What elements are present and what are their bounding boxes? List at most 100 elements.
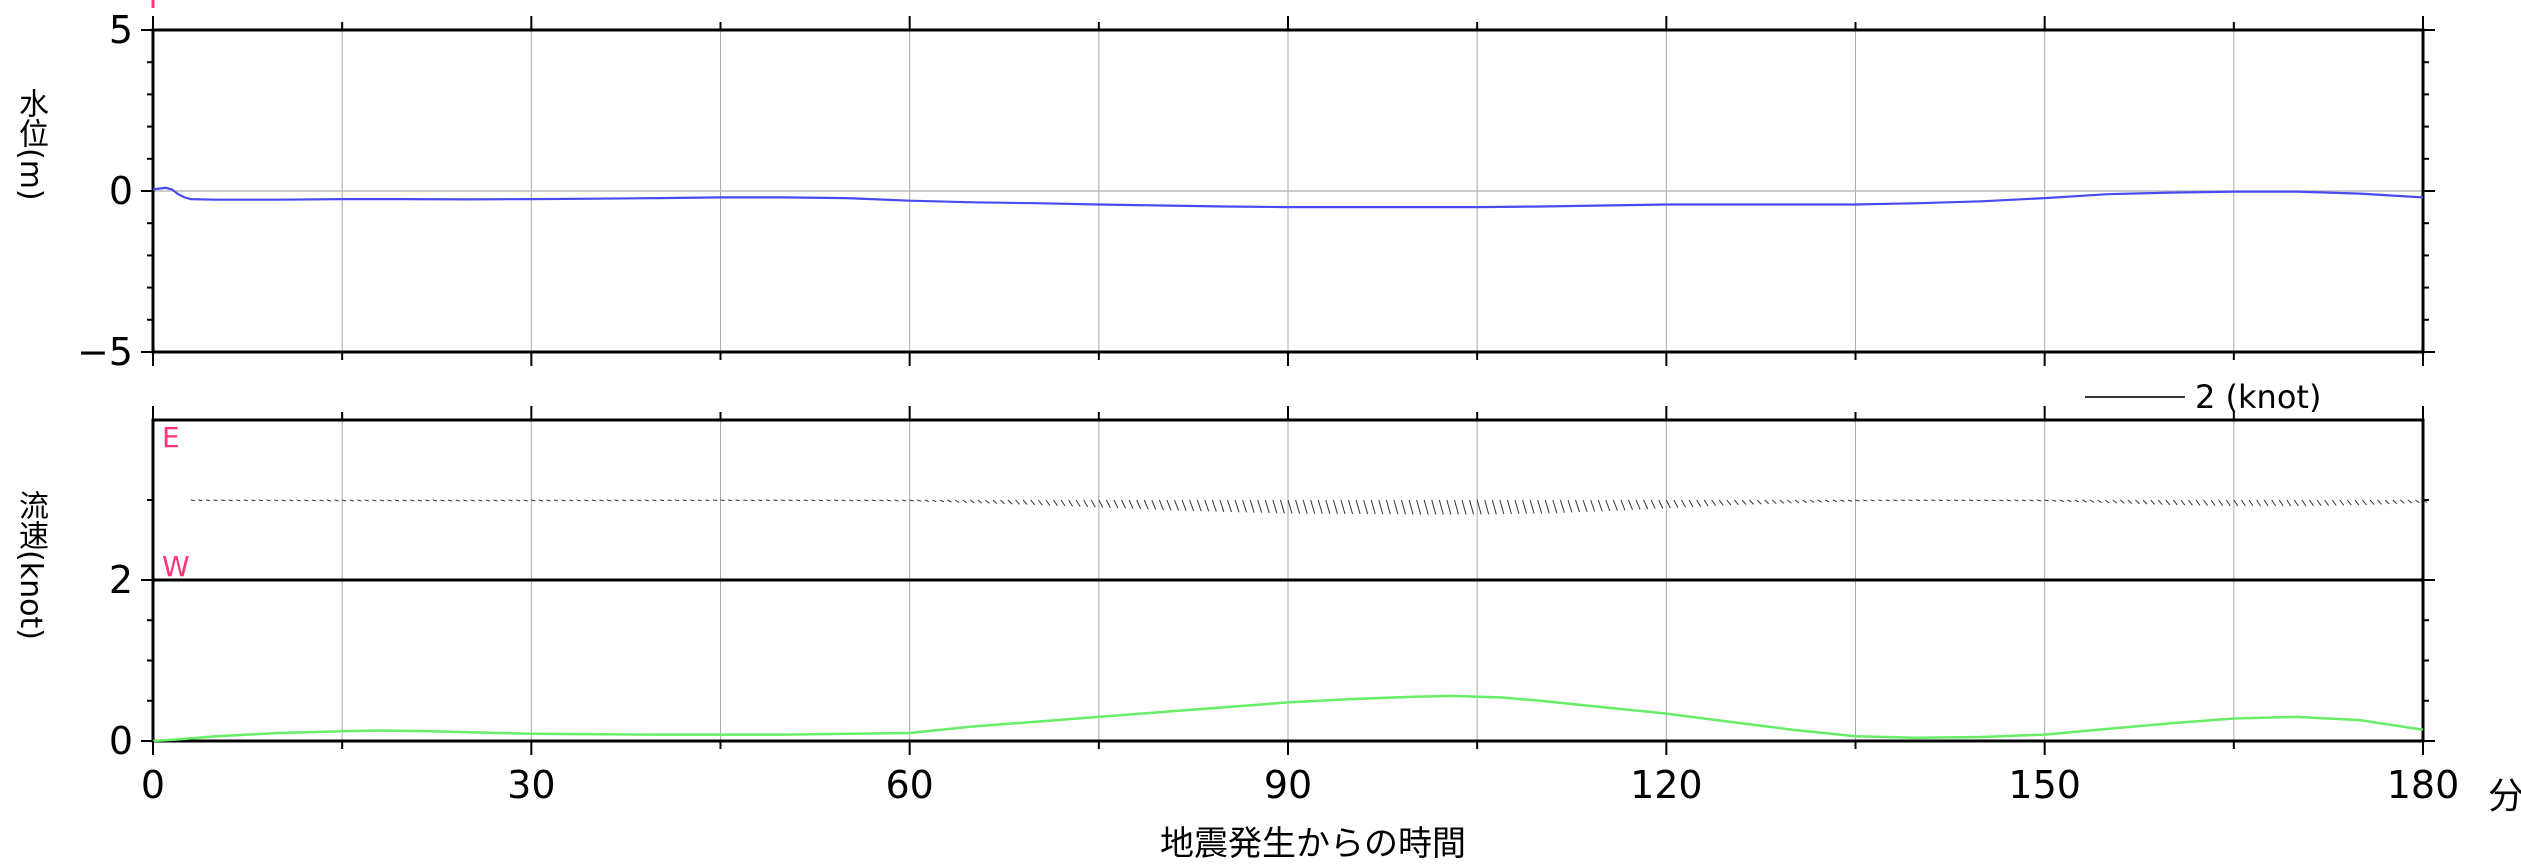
current-vector-stick: [1090, 499, 1096, 508]
current-vector-stick: [765, 499, 770, 502]
current-vector-stick: [1529, 499, 1535, 514]
current-vector-stick: [357, 499, 362, 502]
current-vector-stick: [2309, 499, 2314, 507]
current-vector-stick: [2415, 499, 2420, 504]
x-tick-label: 120: [1630, 763, 1703, 807]
current-vector-stick: [682, 499, 687, 502]
x-tick-label: 150: [2008, 763, 2081, 807]
current-vector-stick: [1355, 499, 1361, 515]
current-vector-stick: [743, 499, 748, 502]
current-vector-stick: [667, 499, 672, 502]
current-vector-stick: [387, 499, 392, 502]
current-vector-stick: [849, 499, 854, 502]
current-vector-stick: [364, 499, 369, 502]
current-vector-stick: [1650, 499, 1656, 509]
current-vector-stick: [788, 499, 793, 502]
current-vector-stick: [1007, 499, 1013, 505]
current-vector-stick: [803, 499, 808, 502]
current-vector-stick: [1105, 499, 1111, 509]
current-vector-stick: [402, 499, 407, 502]
current-vector-stick: [1128, 499, 1134, 509]
current-vector-stick: [614, 499, 619, 502]
current-vector-stick: [584, 499, 589, 502]
current-vector-stick: [1817, 499, 1822, 503]
current-vector-stick: [886, 499, 892, 502]
current-vector-stick: [349, 499, 354, 502]
current-vector-stick: [947, 499, 952, 503]
current-vector-stick: [1605, 499, 1611, 512]
current-vector-stick: [1242, 499, 1248, 513]
y-tick-label-speed: 0: [109, 719, 133, 763]
current-vector-stick: [236, 499, 241, 502]
current-vector-stick: [2369, 499, 2375, 505]
current-vector-stick: [1976, 499, 1981, 502]
current-vector-stick: [576, 499, 581, 502]
current-vector-stick: [1878, 499, 1883, 502]
current-vector-stick: [304, 499, 309, 502]
current-vector-stick: [523, 499, 528, 502]
water-level-axis-label: 水位(m): [13, 88, 48, 201]
current-vector-stick: [659, 499, 665, 502]
current-vector-stick: [2316, 499, 2322, 506]
current-vector-stick: [917, 499, 922, 502]
current-vector-stick: [1779, 499, 1785, 504]
current-vector-stick: [2104, 499, 2110, 504]
current-speed-axis-label: 流速(knot): [13, 490, 48, 640]
current-vector-stick: [1696, 499, 1702, 507]
current-vector-stick: [516, 499, 521, 502]
current-vector-stick: [1953, 499, 1958, 502]
current-vector-stick: [440, 499, 445, 502]
current-vector-stick: [977, 499, 983, 504]
current-vector-stick: [1000, 499, 1005, 505]
current-vector-stick: [1681, 499, 1686, 508]
current-vector-stick: [1522, 499, 1528, 514]
current-vector-stick: [1166, 499, 1172, 511]
current-vector-stick: [2392, 499, 2398, 505]
current-vector-stick: [1908, 499, 1913, 502]
current-vector-stick: [1984, 499, 1989, 502]
current-vector-stick: [470, 499, 475, 502]
current-vector-stick: [1332, 499, 1338, 514]
current-vector-stick: [1113, 499, 1119, 509]
current-vector-stick: [1612, 499, 1618, 511]
current-vector-stick: [1408, 499, 1414, 515]
current-vector-stick: [455, 499, 460, 502]
current-vector-stick: [2180, 499, 2186, 506]
current-vector-stick: [1718, 499, 1724, 506]
current-vector-stick: [2074, 499, 2080, 503]
current-vector-stick: [2377, 499, 2382, 505]
current-vector-stick: [2278, 499, 2284, 507]
current-vector-stick: [1726, 499, 1732, 506]
current-vector-stick: [243, 499, 248, 502]
current-vector-stick: [606, 499, 612, 502]
current-vector-stick: [1302, 499, 1308, 514]
x-tick-label: 90: [1264, 763, 1312, 807]
current-vector-stick: [1075, 499, 1081, 507]
x-unit-label: 分: [2488, 776, 2521, 817]
current-vector-stick: [2248, 499, 2254, 507]
current-vector-stick: [811, 499, 816, 502]
current-vector-stick: [2044, 499, 2049, 502]
current-vector-stick: [1295, 499, 1301, 514]
current-vector-stick: [2301, 499, 2307, 507]
current-vector-stick: [1060, 499, 1066, 507]
current-vector-stick: [1438, 499, 1444, 515]
current-vector-stick: [1711, 499, 1717, 507]
current-vector-stick: [372, 499, 377, 502]
current-vector-stick: [1900, 499, 1905, 502]
current-vector-stick: [561, 499, 566, 502]
current-vector-stick: [1590, 499, 1596, 512]
current-vector-stick: [773, 499, 778, 502]
current-vector-stick: [1151, 499, 1157, 510]
current-vector-stick: [1840, 499, 1845, 502]
current-vector-stick: [1461, 499, 1467, 515]
current-vector-stick: [962, 499, 967, 504]
current-vector-stick: [1385, 499, 1391, 515]
current-vector-stick: [311, 499, 317, 502]
current-vector-stick: [1893, 499, 1898, 502]
current-vector-stick: [1272, 499, 1278, 514]
current-vector-stick: [1506, 499, 1512, 515]
current-vector-stick: [644, 499, 649, 502]
current-vector-stick: [879, 499, 884, 502]
